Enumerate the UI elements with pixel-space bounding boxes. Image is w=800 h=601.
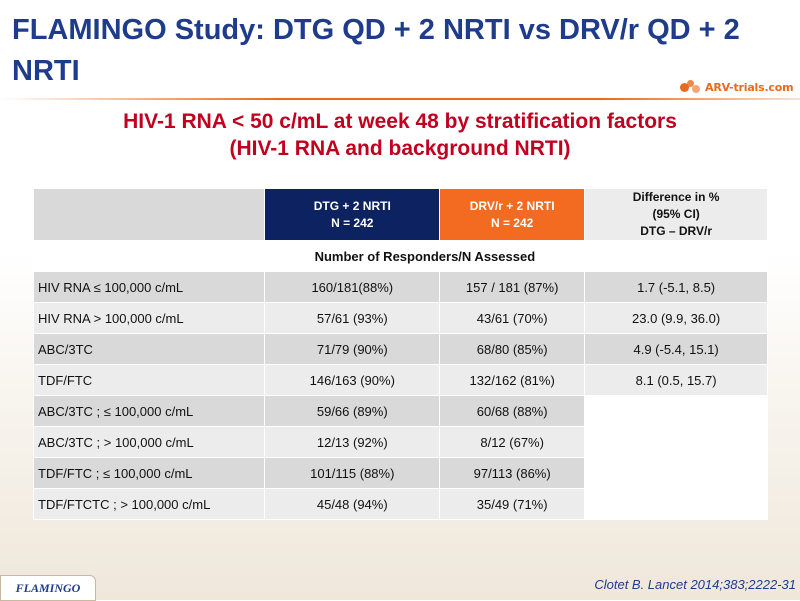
- header-blank-cell: [32, 188, 266, 241]
- row-difference-value: 4.9 (-5.4, 15.1): [584, 333, 768, 365]
- subtitle-line-1: HIV-1 RNA < 50 c/mL at week 48 by strati…: [123, 110, 677, 133]
- row-label: ABC/3TC: [32, 333, 266, 365]
- slide-title: FLAMINGO Study: DTG QD + 2 NRTI vs DRV/r…: [12, 14, 740, 87]
- row-drv-value: 157 / 181 (87%): [439, 271, 586, 303]
- row-dtg-value: 12/13 (92%): [264, 426, 441, 458]
- header-diff-formula: DTG – DRV/r: [640, 224, 713, 238]
- table-row: TDF/FTC 146/163 (90%) 132/162 (81%) 8.1 (0.…: [32, 364, 768, 396]
- row-label: TDF/FTCTC ; > 100,000 c/mL: [32, 488, 266, 520]
- row-difference-value: 23.0 (9.9, 36.0): [584, 302, 768, 334]
- table-body: HIV RNA ≤ 100,000 c/mL 160/181(88%) 157 / …: [32, 271, 768, 520]
- header-diff-ci: (95% CI): [652, 207, 700, 221]
- table-row: TDF/FTC ; ≤ 100,000 c/mL 101/115 (88%) 97/…: [32, 457, 768, 489]
- results-table: DTG + 2 NRTI N = 242 DRV/r + 2 NRTI N = …: [32, 188, 768, 520]
- citation: Clotet B. Lancet 2014;383;2222-31: [594, 577, 796, 592]
- slide-subtitle: HIV-1 RNA < 50 c/mL at week 48 by strati…: [40, 108, 760, 162]
- row-drv-value: 43/61 (70%): [439, 302, 586, 334]
- row-label: HIV RNA ≤ 100,000 c/mL: [32, 271, 266, 303]
- table-row: HIV RNA > 100,000 c/mL 57/61 (93%) 43/61 (…: [32, 302, 768, 334]
- header-drv-arm: DRV/r + 2 NRTI N = 242: [439, 188, 586, 241]
- arv-trials-logo[interactable]: ARV-trials.com: [680, 78, 794, 96]
- header-difference: Difference in % (95% CI) DTG – DRV/r: [584, 188, 768, 241]
- row-label: ABC/3TC ; > 100,000 c/mL: [32, 426, 266, 458]
- row-difference-value: [584, 457, 768, 489]
- row-difference-value: 1.7 (-5.1, 8.5): [584, 271, 768, 303]
- row-difference-value: 8.1 (0.5, 15.7): [584, 364, 768, 396]
- table-header-row: DTG + 2 NRTI N = 242 DRV/r + 2 NRTI N = …: [32, 188, 768, 241]
- row-dtg-value: 160/181(88%): [264, 271, 441, 303]
- row-dtg-value: 146/163 (90%): [264, 364, 441, 396]
- footer-study-tag: FLAMINGO: [0, 575, 96, 601]
- row-dtg-value: 45/48 (94%): [264, 488, 441, 520]
- row-drv-value: 97/113 (86%): [439, 457, 586, 489]
- header-diff-label: Difference in %: [632, 190, 720, 204]
- table-row: TDF/FTCTC ; > 100,000 c/mL 45/48 (94%) 35/…: [32, 488, 768, 520]
- title-divider: [0, 98, 800, 100]
- row-dtg-value: 57/61 (93%): [264, 302, 441, 334]
- row-dtg-value: 71/79 (90%): [264, 333, 441, 365]
- row-drv-value: 60/68 (88%): [439, 395, 586, 427]
- row-drv-value: 8/12 (67%): [439, 426, 586, 458]
- row-difference-value: [584, 426, 768, 458]
- header-drv-n: N = 242: [490, 215, 534, 230]
- row-label: TDF/FTC ; ≤ 100,000 c/mL: [32, 457, 266, 489]
- header-dtg-label: DTG + 2 NRTI: [313, 198, 391, 213]
- row-drv-value: 132/162 (81%): [439, 364, 586, 396]
- subheader-blank-cell-right: [584, 240, 768, 272]
- subtitle-line-2: (HIV-1 RNA and background NRTI): [229, 137, 571, 160]
- arv-trials-logo-icon: [680, 80, 702, 94]
- subheader-responders: Number of Responders/N Assessed: [264, 240, 586, 272]
- row-label: HIV RNA > 100,000 c/mL: [32, 302, 266, 334]
- logo-text: ARV-trials.com: [705, 80, 794, 94]
- table-row: HIV RNA ≤ 100,000 c/mL 160/181(88%) 157 / …: [32, 271, 768, 303]
- row-difference-value: [584, 395, 768, 427]
- row-drv-value: 35/49 (71%): [439, 488, 586, 520]
- row-dtg-value: 59/66 (89%): [264, 395, 441, 427]
- row-difference-value: [584, 488, 768, 520]
- row-dtg-value: 101/115 (88%): [264, 457, 441, 489]
- table-row: ABC/3TC ; ≤ 100,000 c/mL 59/66 (89%) 60/68…: [32, 395, 768, 427]
- header-dtg-arm: DTG + 2 NRTI N = 242: [264, 188, 441, 241]
- header-dtg-n: N = 242: [331, 215, 374, 230]
- header-drv-label: DRV/r + 2 NRTI: [469, 198, 555, 213]
- table-row: ABC/3TC ; > 100,000 c/mL 12/13 (92%) 8/12 …: [32, 426, 768, 458]
- row-label: TDF/FTC: [32, 364, 266, 396]
- row-label: ABC/3TC ; ≤ 100,000 c/mL: [32, 395, 266, 427]
- row-drv-value: 68/80 (85%): [439, 333, 586, 365]
- subheader-blank-cell: [32, 240, 266, 272]
- table-row: ABC/3TC 71/79 (90%) 68/80 (85%) 4.9 (-5.4, …: [32, 333, 768, 365]
- table-subheader-row: Number of Responders/N Assessed: [32, 240, 768, 272]
